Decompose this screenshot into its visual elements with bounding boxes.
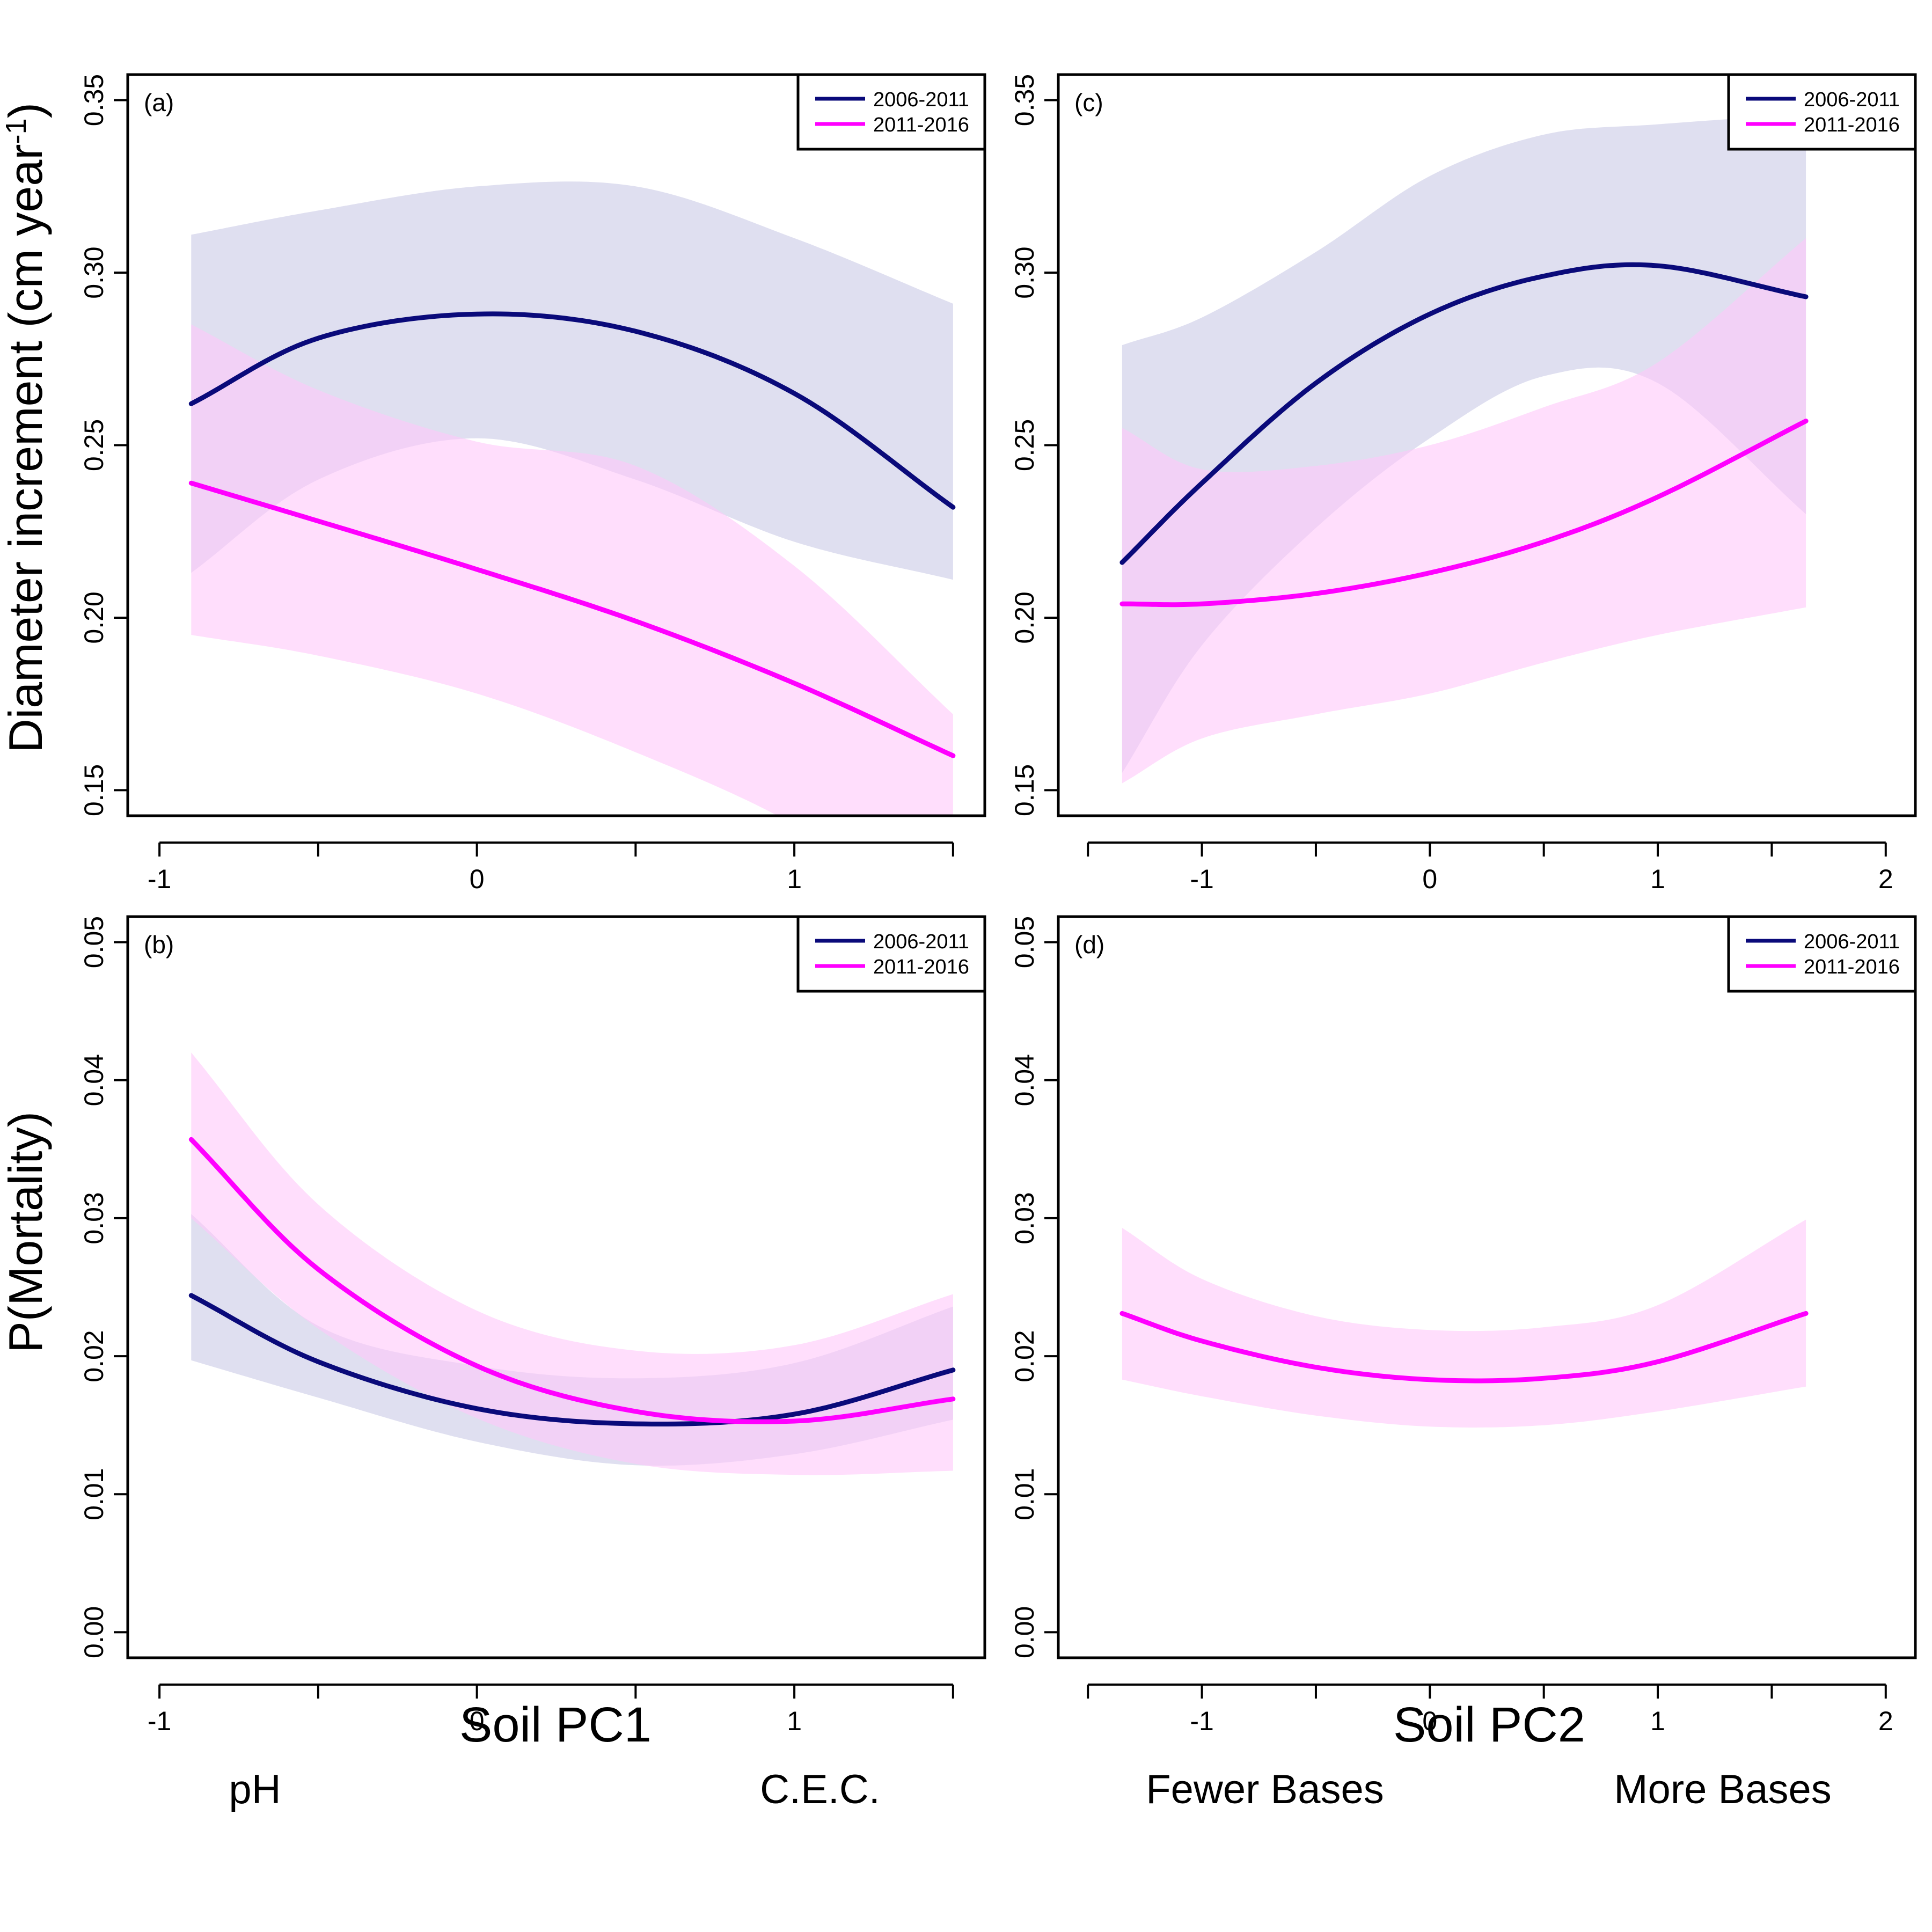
y-tick-label: 0.15 [1009,764,1040,816]
series-line-2011-2016 [188,480,956,758]
growth-y-axis-label: Diameter increment (cm year-1) [0,103,52,753]
y-tick-label: 0.20 [79,591,109,643]
y-tick-label: 0.35 [79,74,109,126]
y-tick-label: 0.25 [79,419,109,471]
y-tick-label: 0.15 [79,764,109,816]
y-tick-label: 0.30 [1009,246,1040,298]
series-line-2011-2016 [1119,419,1809,608]
x-tick-label: 1 [787,1706,802,1736]
y-tick-label: 0.04 [79,1054,109,1106]
legend-box [796,73,986,151]
y-tick-label: 0.05 [1009,916,1040,968]
x-tick-label: -1 [148,1706,171,1736]
y-tick-label: 0.03 [79,1192,109,1244]
plot-area [1119,114,1809,784]
y-tick-label: 0.03 [1009,1192,1040,1244]
plot-area [188,181,956,816]
y-tick-label: 0.20 [1009,591,1040,643]
x-tick-label: 0 [470,864,485,894]
series-line-2011-2016 [1119,1311,1809,1384]
y-tick-label: 0.30 [79,246,109,298]
x-tick-label: 2 [1878,1706,1893,1736]
x-tick-label: -1 [1190,864,1213,894]
plot-area [1119,1219,1809,1428]
x-tick-label: 0 [1422,864,1437,894]
x-tick-label: 1 [787,864,802,894]
confidence-band-2006-2011 [191,181,953,580]
confidence-band-2011-2016 [1122,1219,1806,1428]
plot-frame [126,915,986,1659]
pc1-low-end-label: pH [229,1767,281,1812]
confidence-band-2011-2016 [191,1052,953,1475]
legend-label: 2011-2016 [873,114,969,136]
y-tick-label: 0.02 [1009,1330,1040,1382]
x-tick-label: 0 [1422,1706,1437,1736]
series-line-2006-2011 [188,1293,956,1426]
pc1-x-axis-label: Soil PC1 [459,1697,652,1752]
legend-box [1727,915,1917,993]
y-tick-label: 0.00 [79,1606,109,1658]
x-tick-label: 1 [1650,864,1665,894]
panel-a: -1 0 1 0.15 0.20 0.25 0.30 0.35 (a) 2006-2011 2011… [79,73,986,894]
confidence-band-2011-2016 [191,324,953,816]
panel-label: (b) [144,931,174,958]
plot-frame [1057,915,1917,1659]
y-tick-label: 0.04 [1009,1054,1040,1106]
x-tick-label: 1 [1650,1706,1665,1736]
legend-label: 2011-2016 [1804,114,1900,136]
x-tick-label: -1 [148,864,171,894]
legend-label: 2011-2016 [1804,956,1900,978]
y-tick-label: 0.01 [1009,1468,1040,1520]
series-line-2006-2011 [1119,262,1809,565]
x-tick-label: 2 [1878,864,1893,894]
panel-label: (d) [1074,931,1104,958]
series-line-2011-2016 [188,1137,956,1424]
y-tick-label: 0.00 [1009,1606,1040,1658]
legend-label: 2006-2011 [873,89,969,111]
confidence-band-2011-2016 [1122,238,1806,784]
legend-box [796,915,986,993]
x-tick-label: 0 [470,1706,485,1736]
panel-b: -1 0 1 0.00 0.01 0.02 0.03 0.04 0.05 (b) 2006-2011… [79,915,986,1736]
legend-box [1727,73,1917,151]
y-tick-label: 0.35 [1009,74,1040,126]
legend-label: 2006-2011 [873,931,969,953]
pc1-high-end-label: C.E.C. [760,1767,880,1812]
panel-c: -1 0 1 2 0.15 0.20 0.25 0.30 0.35 (c) 2006-2011 201… [1009,73,1917,894]
y-tick-label: 0.25 [1009,419,1040,471]
x-tick-label: -1 [1190,1706,1213,1736]
y-tick-label: 0.05 [79,916,109,968]
y-tick-label: 0.01 [79,1468,109,1520]
confidence-band-2006-2011 [1122,114,1806,773]
mortality-y-axis-label: P(Mortality) [0,1111,52,1353]
series-line-2006-2011 [188,311,956,510]
pc2-high-end-label: More Bases [1614,1767,1832,1812]
panel-label: (c) [1074,89,1103,116]
y-tick-label: 0.02 [79,1330,109,1382]
pc2-low-end-label: Fewer Bases [1146,1767,1384,1812]
panel-label: (a) [144,89,174,116]
pc2-x-axis-label: Soil PC2 [1393,1697,1585,1752]
panel-d: -1 0 1 2 0.00 0.01 0.02 0.03 0.04 0.05 (d) 2006-201… [1009,915,1917,1736]
legend-label: 2011-2016 [873,956,969,978]
legend-label: 2006-2011 [1804,931,1900,953]
legend-label: 2006-2011 [1804,89,1900,111]
plot-area [188,1052,956,1475]
